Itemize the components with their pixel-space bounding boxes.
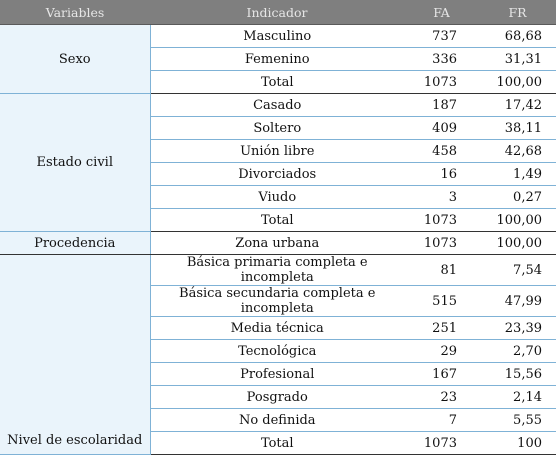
fa-cell: 409 <box>404 116 479 140</box>
table-row: Procedencia Zona urbana 1073 100,00 <box>0 231 556 255</box>
table-row: Básica secundaria completa e incompleta … <box>0 285 556 317</box>
fr-cell: 47,99 <box>479 285 556 317</box>
table-row: Nivel de escolaridad Básica primaria com… <box>0 254 556 455</box>
fr-cell: 42,68 <box>479 139 556 163</box>
fa-cell: 1073 <box>404 70 479 94</box>
fr-cell: 100,00 <box>479 208 556 232</box>
indicador-cell: Total <box>150 208 404 232</box>
table-row: Total 1073 100,00 <box>0 208 556 232</box>
fr-cell: 31,31 <box>479 47 556 71</box>
fa-cell: 336 <box>404 47 479 71</box>
fa-cell: 167 <box>404 362 479 386</box>
variable-sexo: Sexo <box>0 24 151 94</box>
fr-cell: 100 <box>479 431 556 455</box>
fa-cell: 1073 <box>404 431 479 455</box>
table-row: Femenino 336 31,31 <box>0 47 556 71</box>
table-row: Total 1073 100,00 <box>0 70 556 94</box>
fr-cell: 68,68 <box>479 24 556 48</box>
fr-cell: 2,70 <box>479 339 556 363</box>
fr-cell: 23,39 <box>479 316 556 340</box>
variable-procedencia: Procedencia <box>0 231 151 255</box>
fa-cell: 1073 <box>404 208 479 232</box>
header-variables: Variables <box>0 0 150 25</box>
fa-cell: 737 <box>404 24 479 48</box>
fr-cell: 15,56 <box>479 362 556 386</box>
table-row: Viudo 3 0,27 <box>0 185 556 209</box>
fa-cell: 458 <box>404 139 479 163</box>
variable-estado-civil: Estado civil <box>0 93 151 232</box>
fa-cell: 81 <box>404 254 479 286</box>
header-fr: FR <box>479 0 556 25</box>
fa-cell: 187 <box>404 93 479 117</box>
fa-cell: 3 <box>404 185 479 209</box>
indicador-cell: Básica primaria completa e incompleta <box>150 254 404 286</box>
indicador-cell: Zona urbana <box>150 231 404 255</box>
header-indicador: Indicador <box>150 0 404 25</box>
fr-cell: 1,49 <box>479 162 556 186</box>
table-row: Divorciados 16 1,49 <box>0 162 556 186</box>
fa-cell: 251 <box>404 316 479 340</box>
indicador-cell: Tecnológica <box>150 339 404 363</box>
table-row: Unión libre 458 42,68 <box>0 139 556 163</box>
fr-cell: 17,42 <box>479 93 556 117</box>
indicador-cell: Soltero <box>150 116 404 140</box>
fr-cell: 7,54 <box>479 254 556 286</box>
table-row: Tecnológica 29 2,70 <box>0 339 556 363</box>
table-body: Sexo Masculino 737 68,68 Femenino 336 31… <box>0 24 556 455</box>
fr-cell: 0,27 <box>479 185 556 209</box>
fa-cell: 23 <box>404 385 479 409</box>
table-row: Posgrado 23 2,14 <box>0 385 556 409</box>
table-row: No definida 7 5,55 <box>0 408 556 432</box>
indicador-cell: No definida <box>150 408 404 432</box>
fr-cell: 2,14 <box>479 385 556 409</box>
table-row: Media técnica 251 23,39 <box>0 316 556 340</box>
indicador-cell: Total <box>150 431 404 455</box>
variable-nivel-escolaridad: Nivel de escolaridad <box>0 254 151 455</box>
fa-cell: 1073 <box>404 231 479 255</box>
indicador-cell: Posgrado <box>150 385 404 409</box>
fa-cell: 7 <box>404 408 479 432</box>
table-row: Profesional 167 15,56 <box>0 362 556 386</box>
header-fa: FA <box>404 0 479 25</box>
fa-cell: 515 <box>404 285 479 317</box>
indicador-cell: Básica secundaria completa e incompleta <box>150 285 404 317</box>
indicador-cell: Profesional <box>150 362 404 386</box>
indicador-cell: Unión libre <box>150 139 404 163</box>
table-row: Sexo Masculino 737 68,68 <box>0 24 556 94</box>
indicador-cell: Media técnica <box>150 316 404 340</box>
fr-cell: 38,11 <box>479 116 556 140</box>
indicador-cell: Masculino <box>150 24 404 48</box>
fr-cell: 100,00 <box>479 231 556 255</box>
table-row: Estado civil Casado 187 17,42 <box>0 93 556 232</box>
indicador-cell: Viudo <box>150 185 404 209</box>
indicador-cell: Total <box>150 70 404 94</box>
indicador-cell: Divorciados <box>150 162 404 186</box>
fr-cell: 5,55 <box>479 408 556 432</box>
indicador-cell: Casado <box>150 93 404 117</box>
fr-cell: 100,00 <box>479 70 556 94</box>
table-header: Variables Indicador FA FR <box>0 0 556 25</box>
fa-cell: 29 <box>404 339 479 363</box>
indicador-cell: Femenino <box>150 47 404 71</box>
table-row: Total 1073 100 <box>0 431 556 455</box>
table-row: Soltero 409 38,11 <box>0 116 556 140</box>
fa-cell: 16 <box>404 162 479 186</box>
